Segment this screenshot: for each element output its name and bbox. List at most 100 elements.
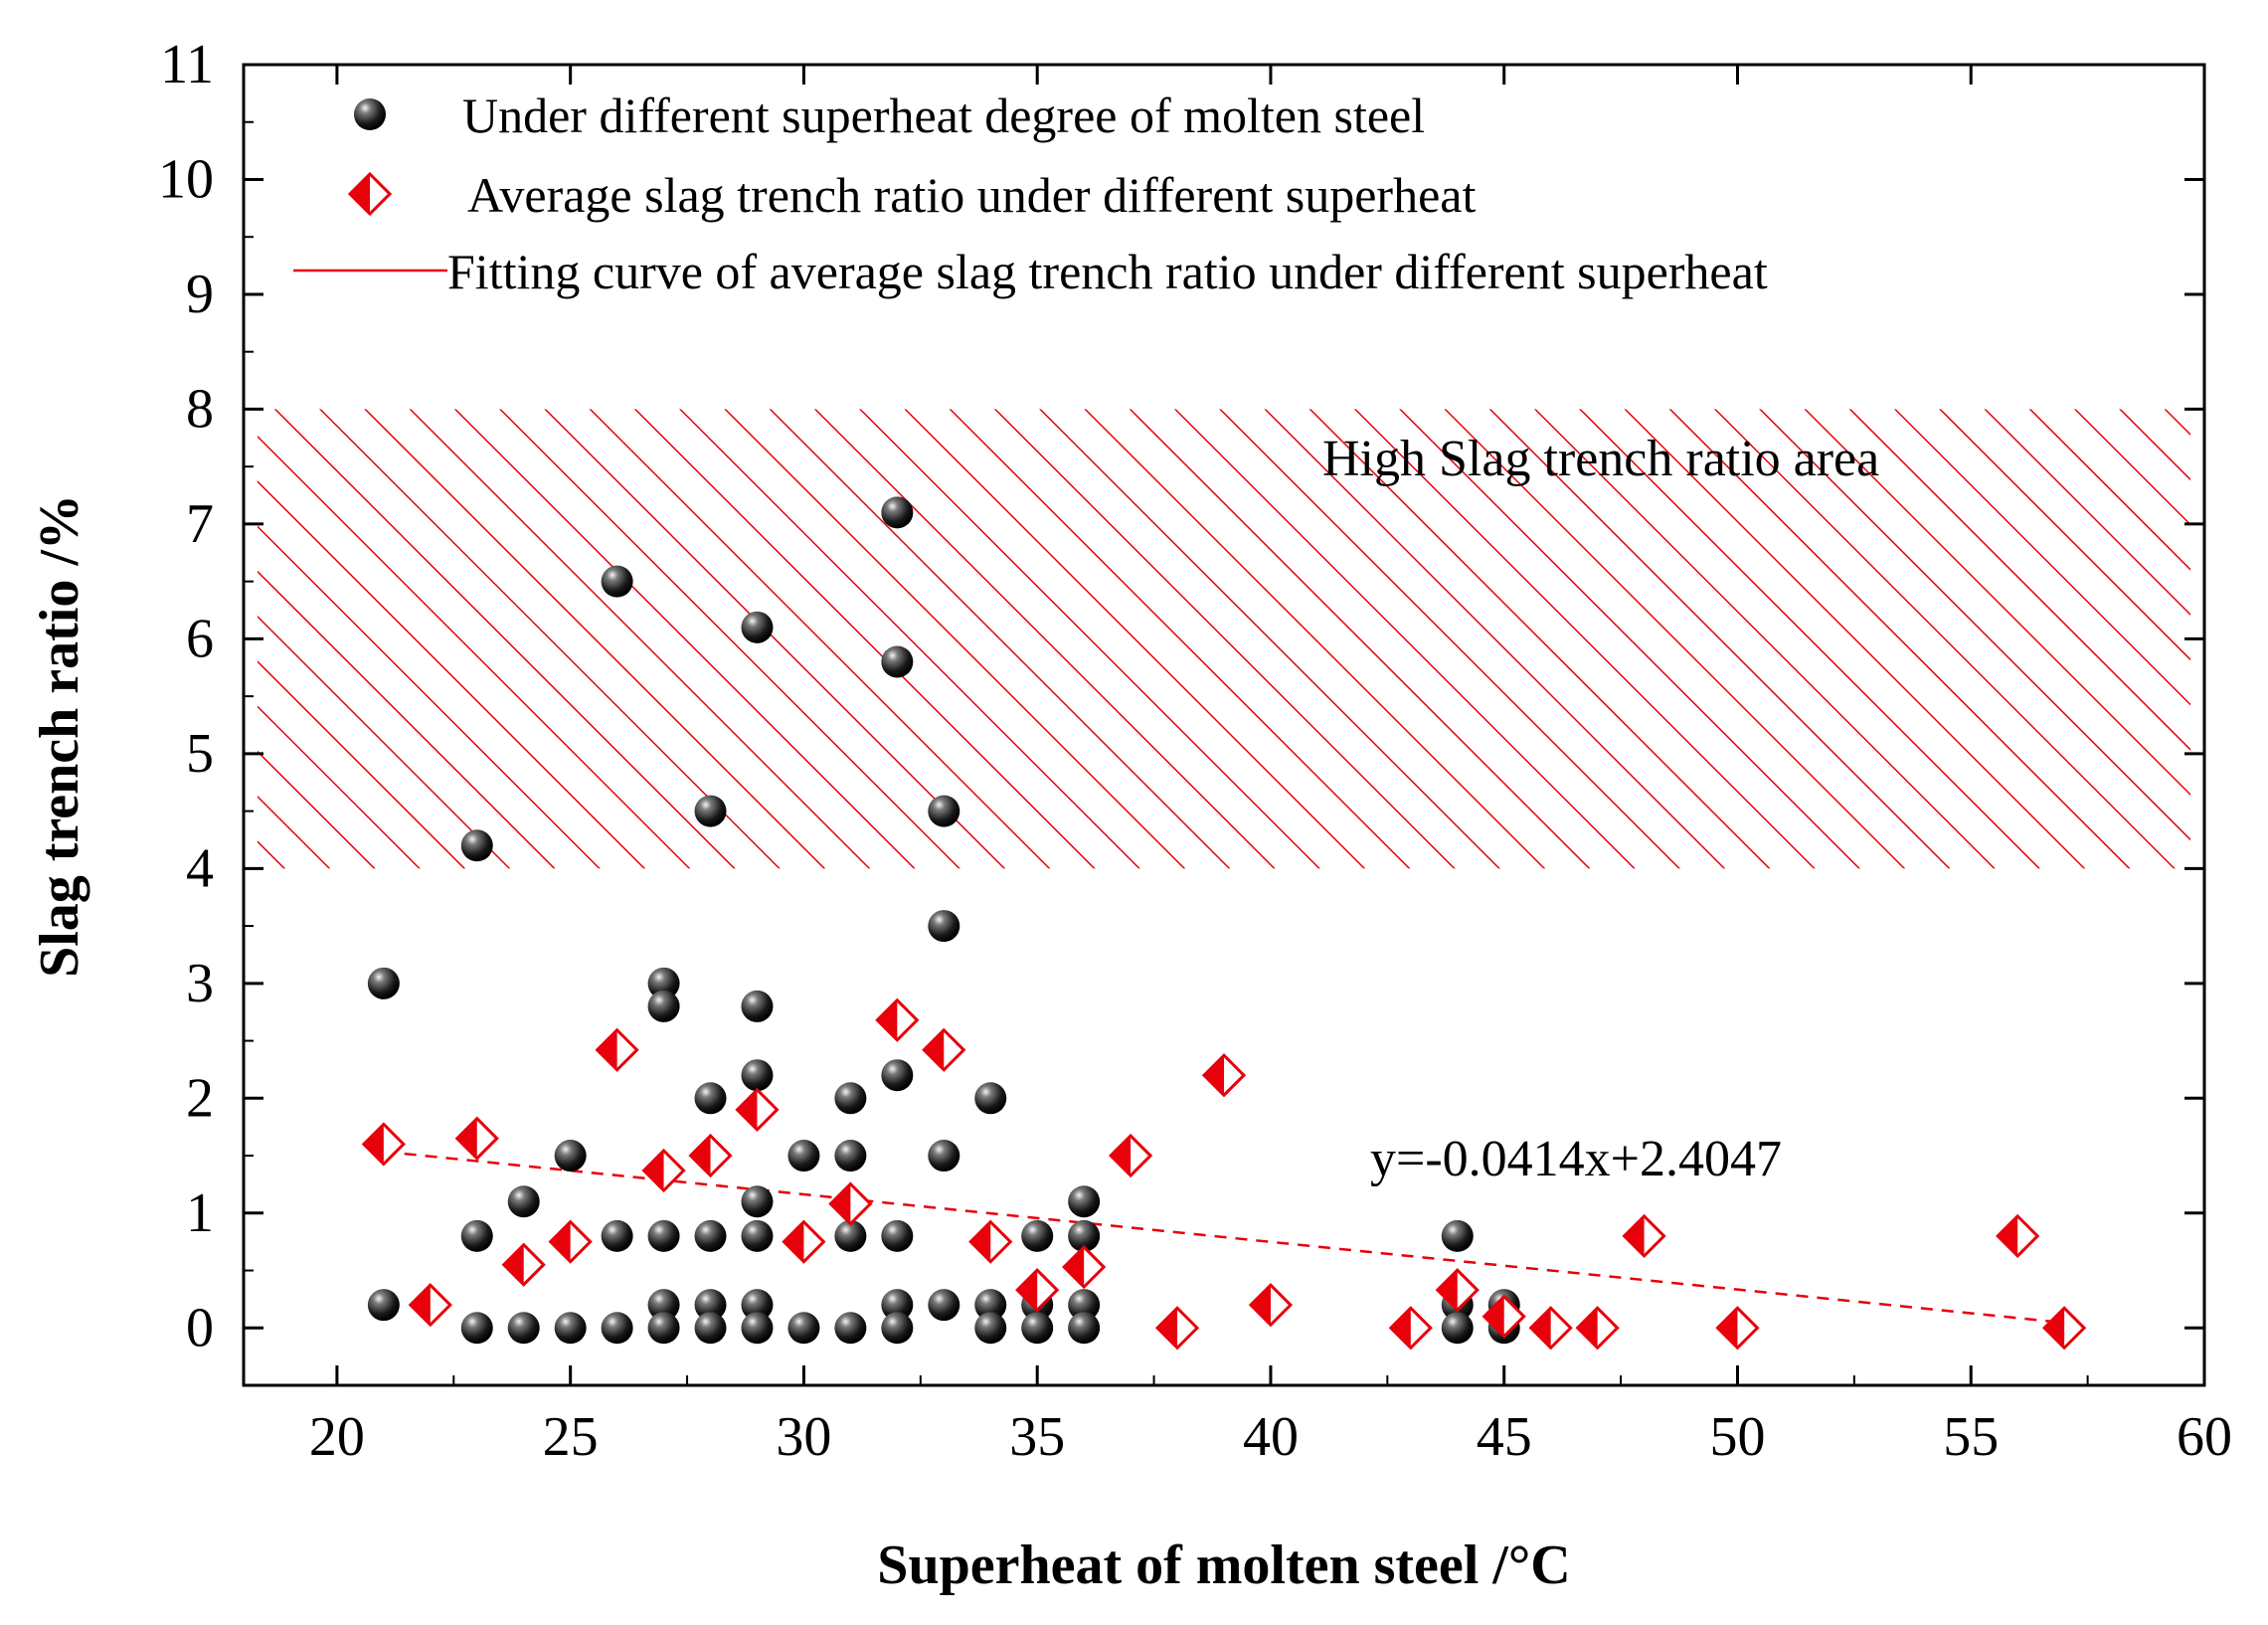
legend-label-fit: Fitting curve of average slag trench rat… (447, 244, 1768, 299)
y-axis-title: Slag trench ratio /% (29, 494, 90, 978)
data-point-individual (554, 1312, 587, 1345)
data-point-individual (1068, 1219, 1101, 1252)
legend-sphere-marker (354, 98, 386, 130)
data-point-average (1154, 1306, 1200, 1351)
x-tick-label: 25 (543, 1406, 599, 1468)
data-point-individual (834, 1140, 867, 1173)
data-point-individual (1441, 1312, 1474, 1345)
data-point-average (641, 1148, 686, 1193)
data-point-individual (647, 1312, 680, 1345)
average-points-layer (361, 997, 2087, 1351)
data-point-individual (460, 829, 493, 862)
data-point-individual (928, 795, 960, 827)
legend-label-average: Average slag trench ratio under differen… (467, 167, 1476, 223)
plot-frame (242, 63, 2206, 1387)
y-tick-label: 8 (186, 378, 214, 440)
data-point-individual (507, 1185, 540, 1218)
data-point-average (408, 1283, 452, 1328)
data-point-individual (601, 1312, 633, 1345)
data-point-individual (1068, 1289, 1101, 1322)
data-point-individual (460, 1312, 493, 1345)
x-tick-label: 20 (309, 1406, 365, 1468)
data-point-individual (741, 1289, 774, 1322)
data-point-average (1482, 1294, 1526, 1339)
legend: Under different superheat degree of molt… (293, 88, 1768, 299)
data-point-individual (787, 1140, 820, 1173)
fit-line (383, 1150, 2065, 1325)
data-point-individual (647, 990, 680, 1022)
data-point-average (1622, 1213, 1666, 1258)
data-point-individual (974, 1312, 1007, 1345)
data-point-average (1575, 1306, 1620, 1351)
data-point-average (2042, 1306, 2087, 1351)
data-point-individual (694, 1219, 727, 1252)
y-tick-label: 0 (186, 1297, 214, 1358)
fit-equation-label: y=-0.0414x+2.4047 (1370, 1131, 1782, 1187)
data-point-individual (741, 1219, 774, 1252)
data-point-individual (694, 1312, 727, 1345)
fit-line-layer (383, 1150, 2065, 1325)
x-tick-label: 35 (1009, 1406, 1065, 1468)
data-point-individual (1441, 1219, 1474, 1252)
x-tick-label: 30 (776, 1406, 831, 1468)
data-point-average (595, 1027, 639, 1072)
data-point-individual (694, 795, 727, 827)
data-point-average (1996, 1213, 2040, 1258)
data-point-individual (460, 1219, 493, 1252)
data-point-individual (367, 1289, 400, 1322)
data-point-individual (367, 967, 400, 999)
x-tick-label: 45 (1477, 1406, 1532, 1468)
data-point-average (922, 1027, 966, 1072)
high-ratio-region (258, 409, 2190, 869)
data-point-individual (1068, 1312, 1101, 1345)
data-point-individual (647, 967, 680, 999)
data-point-average (361, 1122, 406, 1167)
data-point-individual (787, 1312, 820, 1345)
data-point-individual (647, 1289, 680, 1322)
data-point-individual (881, 496, 914, 529)
y-tick-label: 4 (186, 837, 214, 899)
data-point-individual (834, 1082, 867, 1115)
y-tick-label: 11 (160, 34, 214, 95)
data-point-individual (834, 1312, 867, 1345)
data-point-individual (881, 1059, 914, 1092)
data-point-average (1528, 1306, 1573, 1351)
data-point-average (1435, 1268, 1480, 1313)
y-tick-label: 9 (186, 264, 214, 325)
data-point-individual (881, 1219, 914, 1252)
data-point-individual (881, 645, 914, 678)
data-point-individual (974, 1289, 1007, 1322)
x-tick-label: 55 (1943, 1406, 1999, 1468)
data-point-average (548, 1219, 593, 1264)
legend-label-individual: Under different superheat degree of molt… (462, 88, 1425, 143)
data-point-average (1388, 1306, 1433, 1351)
data-point-average (968, 1219, 1013, 1264)
data-point-individual (881, 1312, 914, 1345)
y-tick-label: 3 (186, 953, 214, 1014)
y-tick-label: 1 (186, 1182, 214, 1244)
data-point-individual (974, 1082, 1007, 1115)
x-axis-title: Superheat of molten steel /°C (877, 1535, 1570, 1596)
data-point-average (782, 1219, 826, 1264)
data-point-individual (834, 1219, 867, 1252)
y-tick-label: 6 (186, 608, 214, 669)
data-point-individual (507, 1312, 540, 1345)
data-point-individual (694, 1289, 727, 1322)
data-point-individual (554, 1140, 587, 1173)
legend-diamond-marker (347, 171, 393, 217)
data-point-individual (1021, 1312, 1054, 1345)
data-point-average (688, 1133, 733, 1178)
data-point-individual (741, 1312, 774, 1345)
data-point-average (1715, 1306, 1760, 1351)
data-point-average (828, 1181, 873, 1226)
data-point-individual (601, 565, 633, 598)
data-point-average (501, 1242, 546, 1287)
data-point-individual (601, 1219, 633, 1252)
x-tick-label: 40 (1243, 1406, 1299, 1468)
data-point-individual (694, 1082, 727, 1115)
high-ratio-area-label: High Slag trench ratio area (1322, 431, 1879, 487)
x-tick-label: 50 (1709, 1406, 1765, 1468)
data-point-average (454, 1116, 499, 1161)
data-point-individual (928, 1140, 960, 1173)
